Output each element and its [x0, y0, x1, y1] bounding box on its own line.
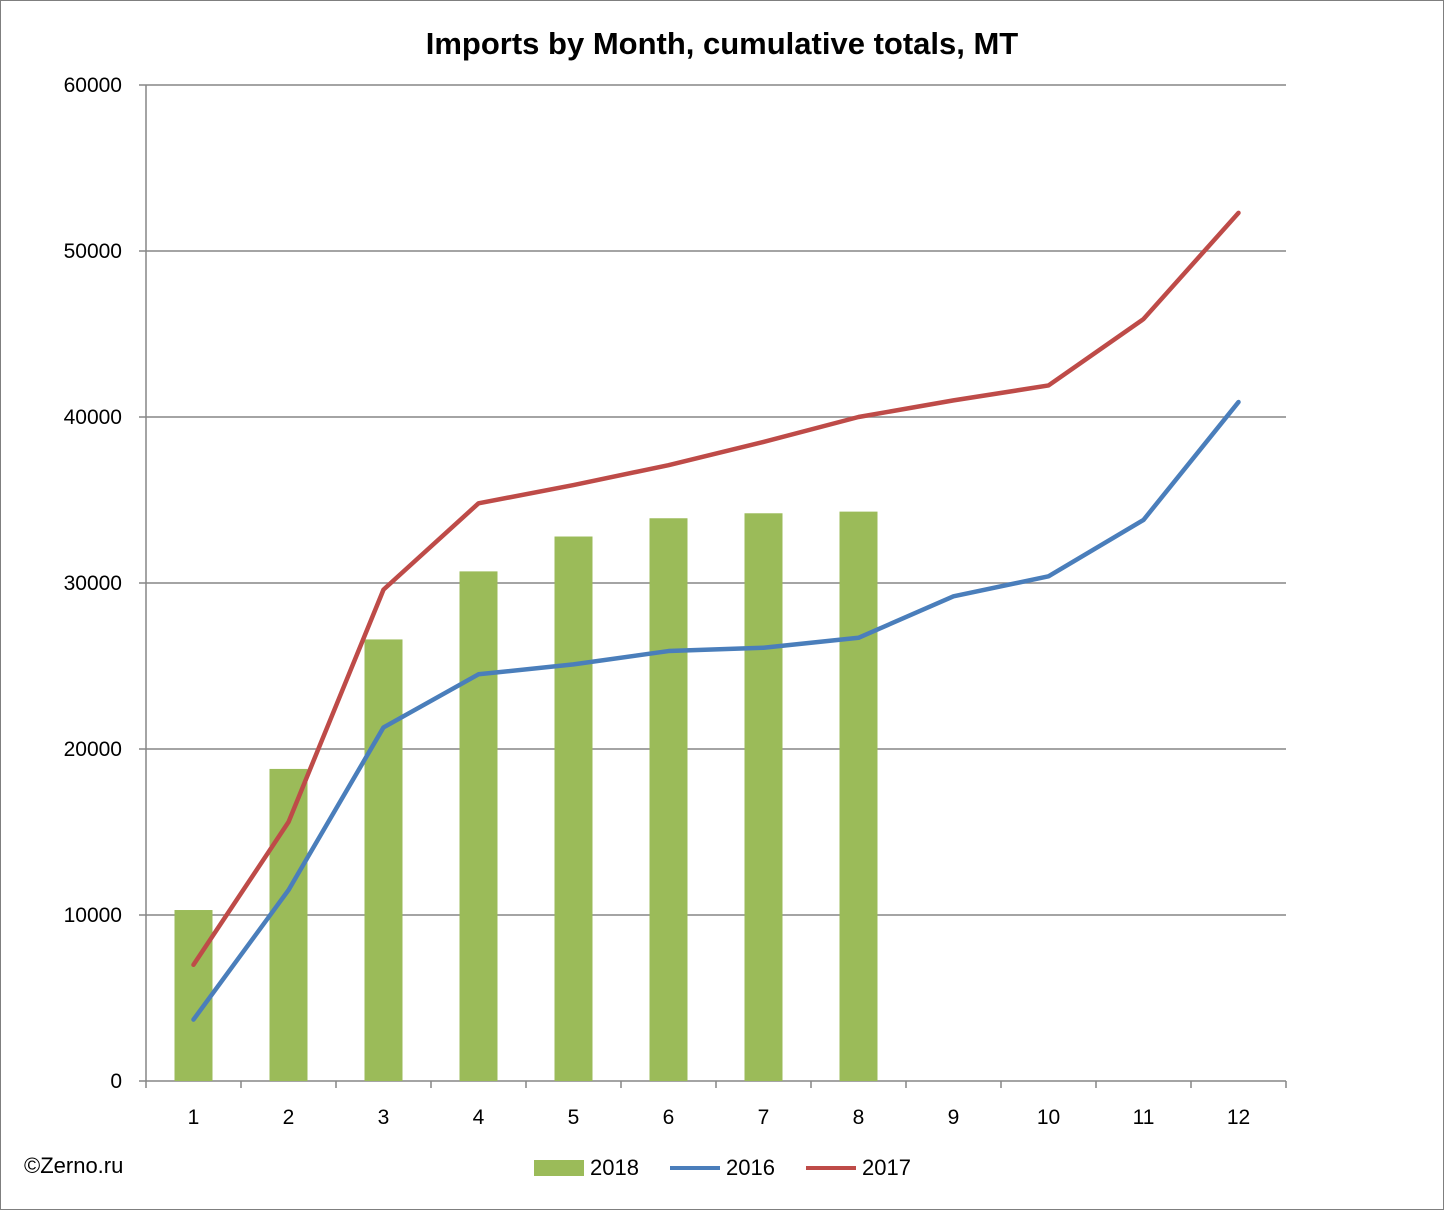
chart-title: Imports by Month, cumulative totals, MT — [425, 26, 1019, 61]
bar-2018-3 — [364, 639, 403, 1081]
x-tick-labels: 1 2 3 4 5 6 7 8 9 10 11 12 — [188, 1106, 1251, 1129]
x-tick-label: 9 — [948, 1106, 960, 1129]
bar-2018-6 — [649, 518, 688, 1081]
grid-lines — [146, 84, 1286, 916]
x-tick-label: 6 — [663, 1106, 675, 1129]
x-tick-label: 11 — [1133, 1106, 1155, 1129]
x-tick-label: 12 — [1227, 1106, 1250, 1129]
legend-label-2017: 2017 — [862, 1155, 911, 1180]
legend-item-2016: 2016 — [670, 1153, 775, 1183]
x-tick-label: 4 — [473, 1106, 485, 1129]
legend-swatch-2018 — [534, 1160, 584, 1176]
legend-item-2017: 2017 — [806, 1153, 911, 1183]
legend-label-2016: 2016 — [726, 1155, 775, 1180]
bar-2018-2 — [269, 768, 308, 1081]
x-tick-label: 2 — [283, 1106, 295, 1129]
y-tick-labels: 0 10000 20000 30000 40000 50000 60000 — [64, 74, 122, 1093]
x-tick-label: 8 — [853, 1106, 865, 1129]
x-tick-label: 10 — [1037, 1106, 1060, 1129]
series-line-2017 — [191, 210, 1241, 968]
x-tick-label: 5 — [568, 1106, 580, 1129]
legend-item-2018: 2018 — [534, 1153, 639, 1183]
y-tick-label: 20000 — [64, 738, 122, 761]
bar-2018-5 — [554, 536, 593, 1081]
y-tick-label: 30000 — [64, 572, 122, 595]
bar-2018-4 — [459, 571, 498, 1081]
legend-swatch-2016 — [670, 1166, 720, 1170]
x-tick-label: 1 — [188, 1106, 200, 1129]
x-tick-label: 7 — [758, 1106, 770, 1129]
lines — [191, 210, 1241, 1022]
series-line-2016 — [191, 399, 1241, 1022]
bars-2018 — [174, 511, 878, 1081]
bar-2018-1 — [174, 910, 213, 1081]
bar-2018-8 — [839, 511, 878, 1081]
bar-2018-7 — [744, 513, 783, 1081]
legend-swatch-2017 — [806, 1166, 856, 1170]
y-tick-label: 0 — [110, 1070, 122, 1093]
y-tick-label: 10000 — [64, 904, 122, 927]
legend-label-2018: 2018 — [590, 1155, 639, 1180]
y-tick-label: 40000 — [64, 406, 122, 429]
axes — [139, 84, 1287, 1088]
x-tick-label: 3 — [378, 1106, 390, 1129]
y-tick-label: 50000 — [64, 240, 122, 263]
y-tick-label: 60000 — [64, 74, 122, 97]
copyright-text: ©Zerno.ru — [24, 1153, 124, 1178]
